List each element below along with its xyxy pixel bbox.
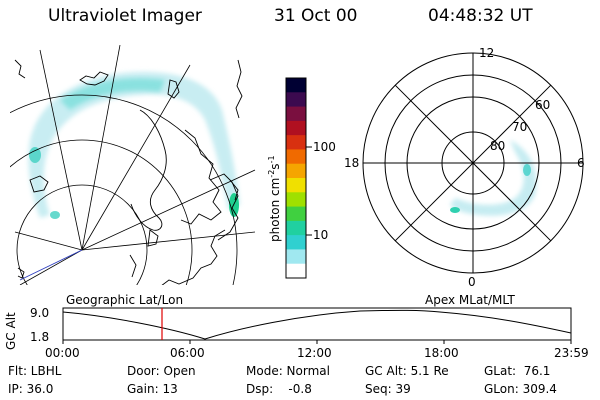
apex-caption: Apex MLat/MLT: [425, 293, 515, 307]
colorbar-segment: [286, 120, 306, 136]
lat-label-80: 80: [490, 139, 506, 153]
coastlines: [14, 59, 243, 285]
timeline-xtick: 12:00: [297, 346, 332, 360]
polar-aurora-spot: [450, 207, 460, 213]
colorbar-segment: [286, 149, 306, 165]
geographic-image: [10, 45, 256, 285]
info-door: Door: Open: [127, 364, 196, 378]
colorbar-segment: [286, 178, 306, 193]
mlt-label-12: 12: [479, 46, 495, 60]
colorbar-segment: [286, 192, 306, 208]
timeline-ytick-9: 9.0: [30, 306, 50, 320]
timeline-xtick: 06:00: [170, 346, 205, 360]
polar-plot: [362, 52, 584, 274]
info-glat: GLat: 76.1: [484, 364, 551, 378]
auroral-oval-bright: [60, 78, 165, 110]
colorbar-segment: [286, 206, 306, 222]
info-gain: Gain: 13: [127, 382, 178, 396]
info-flt: Flt: LBHL: [8, 364, 62, 378]
colorbar: [285, 77, 312, 279]
info-ip: IP: 36.0: [8, 382, 54, 396]
colorbar-segment: [286, 78, 306, 93]
instrument-title: Ultraviolet Imager: [48, 6, 202, 26]
altitude-timeline: [62, 307, 572, 344]
polar-aurora-spot: [523, 164, 531, 176]
colorbar-unit-label: photon cm-2s-1: [267, 155, 282, 242]
date-label: 31 Oct 00: [274, 6, 358, 26]
colorbar-segment: [286, 263, 306, 279]
timeline-xtick: 18:00: [424, 346, 459, 360]
colorbar-segment: [286, 163, 306, 179]
mlt-label-0: 0: [468, 275, 476, 289]
auroral-oval: [28, 71, 240, 218]
aurora-spot: [29, 147, 41, 163]
info-dsp: Dsp: -0.8: [246, 382, 312, 396]
timeline-yaxis-label: GC Alt: [4, 312, 18, 350]
colorbar-segment: [286, 106, 306, 122]
colorbar-segment: [286, 220, 306, 236]
info-mode: Mode: Normal: [246, 364, 330, 378]
colorbar-segment: [286, 135, 306, 150]
polar-diagonal: [394, 84, 552, 242]
geographic-caption: Geographic Lat/Lon: [66, 293, 184, 307]
colorbar-segment: [286, 235, 306, 250]
sun-direction-line: [19, 249, 83, 281]
timeline-xtick: 00:00: [45, 346, 80, 360]
mlt-label-18: 18: [344, 156, 360, 170]
info-seq: Seq: 39: [365, 382, 411, 396]
geo-grid: [10, 45, 256, 285]
colorbar-segment: [286, 92, 306, 108]
colorbar-tick-label-100: 100: [313, 140, 336, 154]
colorbar-tick-label-10: 10: [313, 228, 329, 242]
time-label: 04:48:32 UT: [428, 6, 533, 26]
mlt-label-6: 6: [577, 156, 585, 170]
timeline-xtick: 23:59: [554, 346, 589, 360]
colorbar-segment: [286, 249, 306, 265]
lat-label-60: 60: [535, 98, 551, 112]
info-glon: GLon: 309.4: [484, 382, 557, 396]
info-gc-alt: GC Alt: 5.1 Re: [365, 364, 449, 378]
aurora-spot: [50, 211, 60, 219]
lat-label-70: 70: [512, 120, 528, 134]
timeline-ytick-1: 1.8: [30, 330, 50, 344]
altitude-curve: [62, 309, 572, 340]
